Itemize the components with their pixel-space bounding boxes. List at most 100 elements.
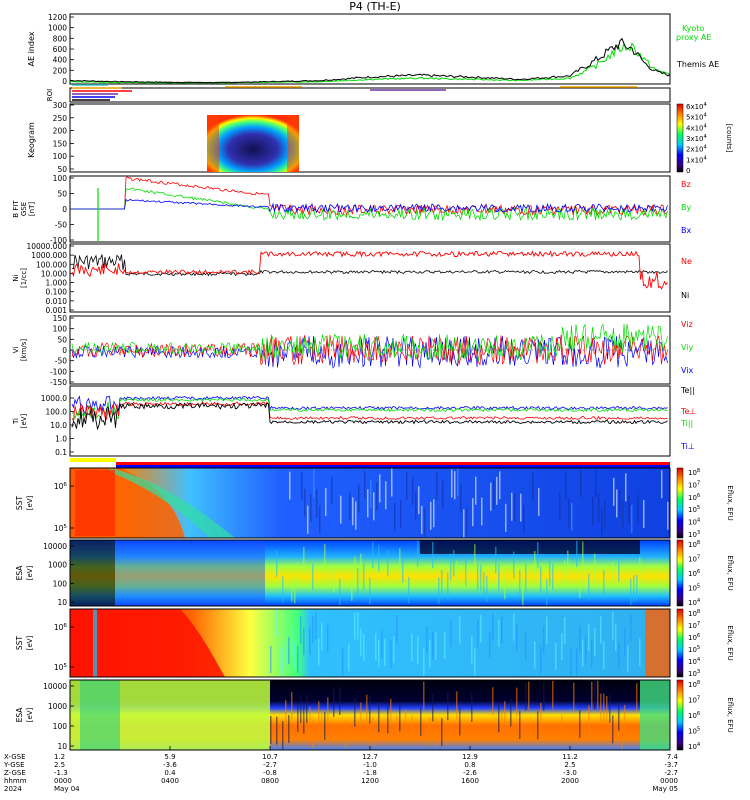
sst-electron-noise-bar [591, 640, 593, 668]
temperature-tick-label: 0.1 [55, 448, 67, 457]
esa-ion-noise-bar [330, 562, 332, 590]
sst-ion-noise-bar [592, 496, 594, 525]
sst-ion-noise-bar [331, 476, 333, 505]
sst-ion-noise-bar [421, 505, 423, 534]
esa-electron-noise-bar [561, 715, 563, 744]
ae-themis-line [70, 37, 671, 84]
x-axis-value: -1.3 [54, 769, 68, 777]
esa-ion-early-blue [115, 540, 265, 606]
sst-ion-noise-bar [424, 508, 426, 537]
x-axis-value: -1.8 [363, 769, 377, 777]
esa-ion-early-dark [70, 540, 115, 606]
sst-electron-noise-bar [303, 627, 305, 656]
esa-ion-noise-bar [324, 544, 326, 571]
sst-electron-noise-bar [327, 625, 329, 653]
sst-electron-noise-bar [318, 638, 320, 666]
sst-ion-noise-bar [418, 486, 420, 515]
esa-electron-noise-bar [441, 718, 443, 747]
sst-electron-noise-bar [540, 646, 542, 674]
esa-electron-noise-bar [297, 703, 299, 732]
sst-electron-noise-bar [423, 648, 425, 676]
sst-electron-noise-bar [513, 613, 515, 641]
sst-ion-noise-bar [313, 469, 315, 498]
sst-electron-noise-bar [294, 642, 296, 670]
esa-electron-noise-bar [501, 710, 503, 739]
sst-electron-noise-bar [432, 632, 434, 660]
sst-ion-noise-bar [400, 500, 402, 529]
esa-electron-noise-bar [303, 705, 305, 734]
esa-electron-noise-bar [447, 692, 449, 721]
sst-ion-noise-bar [349, 492, 351, 521]
esa-electron-noise-bar [405, 709, 407, 738]
esa-electron-noise-bar [606, 696, 608, 724]
esa-electron-noise-bar [471, 693, 473, 722]
esa-ion-noise-bar [639, 557, 641, 584]
fgm-ylabel-3: [nT] [28, 202, 36, 216]
sst-ion-noise-bar [505, 503, 507, 532]
esa-ion-noise-bar [504, 572, 506, 600]
x-axis-value: May 04 [54, 785, 80, 793]
esa-ion-noise-bar [630, 578, 632, 606]
ae-legend-proxy: proxy AE [676, 33, 711, 42]
sst-electron-noise-bar [546, 616, 548, 644]
esa-ion-noise-bar [438, 577, 440, 604]
spectrogram-colorbar [676, 539, 684, 607]
ae-tick-label: 600 [53, 45, 68, 54]
spectrogram-colorbar-tick-label: 106 [688, 569, 701, 578]
sst-electron-noise-bar [570, 648, 572, 676]
esa-ion-noise-bar [552, 563, 554, 590]
sst-electron-noise-bar [288, 636, 290, 664]
spectrogram-colorbar-tick-label: 108 [688, 680, 700, 689]
x-axis-row-label: Y-GSE [3, 761, 25, 769]
esa-electron-noise-bar [609, 694, 611, 723]
x-axis-ephemeris: X-GSEY-GSEZ-GSEhhmm20241.22.5-1.30000May… [3, 746, 679, 793]
spectrogram-ylabel: SST [15, 496, 24, 511]
spectrogram-colorbar-tick-label: 104 [688, 657, 701, 666]
esa-electron-noise-bar [366, 694, 368, 723]
esa-ion-noise-bar [582, 541, 584, 568]
esa-ion-noise-bar [294, 576, 296, 604]
sst-ion-noise-bar [667, 501, 669, 530]
sst-electron-noise-bar [309, 627, 311, 655]
x-axis-value: 1600 [461, 777, 479, 785]
sst-ion-noise-bar [370, 479, 372, 508]
esa-electron-noise-bar [588, 705, 590, 734]
esa-electron-noise-bar [528, 681, 530, 710]
sst-ion-noise-bar [538, 487, 540, 516]
sst-ion-noise-bar [493, 480, 495, 509]
x-axis-value: -3.6 [163, 761, 177, 769]
esa-ion-noise-bar [576, 540, 578, 568]
keogram-panel: Keogram 300 250 200 150 100 50 6x104 5x1044x10… [27, 101, 733, 175]
sst-ion-noise-bar [475, 476, 477, 505]
esa-electron-noise-bar [420, 707, 422, 736]
spectrogram-tick-label: 10000 [43, 542, 67, 551]
temperature-te-par-line [71, 401, 668, 431]
fgm-bz-line [72, 176, 668, 217]
sst-electron-noise-bar [429, 640, 431, 668]
spectrogram-ylabel: ESA [15, 565, 24, 581]
x-axis-value: 10.7 [262, 753, 278, 761]
sst-ion-noise-bar [307, 505, 309, 534]
sst-electron-noise-bar [471, 636, 473, 664]
ae-tick-label: 1000 [48, 24, 67, 33]
sst-electron-noise-bar [603, 641, 605, 669]
esa-ion-noise-bar [351, 574, 353, 601]
sst-electron-noise-bar [576, 648, 578, 676]
esa-electron-noise-bar [537, 711, 539, 740]
temperature-panel: Ti [eV] 1000.0 100.0 10.0 1.0 0.1 Te|| Te⊥ T… [12, 386, 696, 457]
x-axis-value: 0800 [261, 777, 279, 785]
fgm-ylabel: B FIT [12, 200, 20, 218]
sst-ion-noise-bar [616, 489, 618, 518]
esa-electron-noise-bar [354, 698, 356, 727]
mode-bar-yellow [70, 458, 116, 462]
roi-panel-frame [69, 87, 671, 103]
sst-ion-noise-bar [619, 489, 621, 518]
sst-electron-noise-bar [396, 615, 398, 643]
sst-ion-noise-bar [466, 508, 468, 537]
density-tick-label: 10.000 [41, 269, 67, 278]
sst-electron-noise-bar [450, 619, 452, 647]
esa-ion-noise-bar [417, 540, 419, 567]
esa-ion-noise-bar [495, 546, 497, 574]
x-axis-value: -0.8 [263, 769, 277, 777]
